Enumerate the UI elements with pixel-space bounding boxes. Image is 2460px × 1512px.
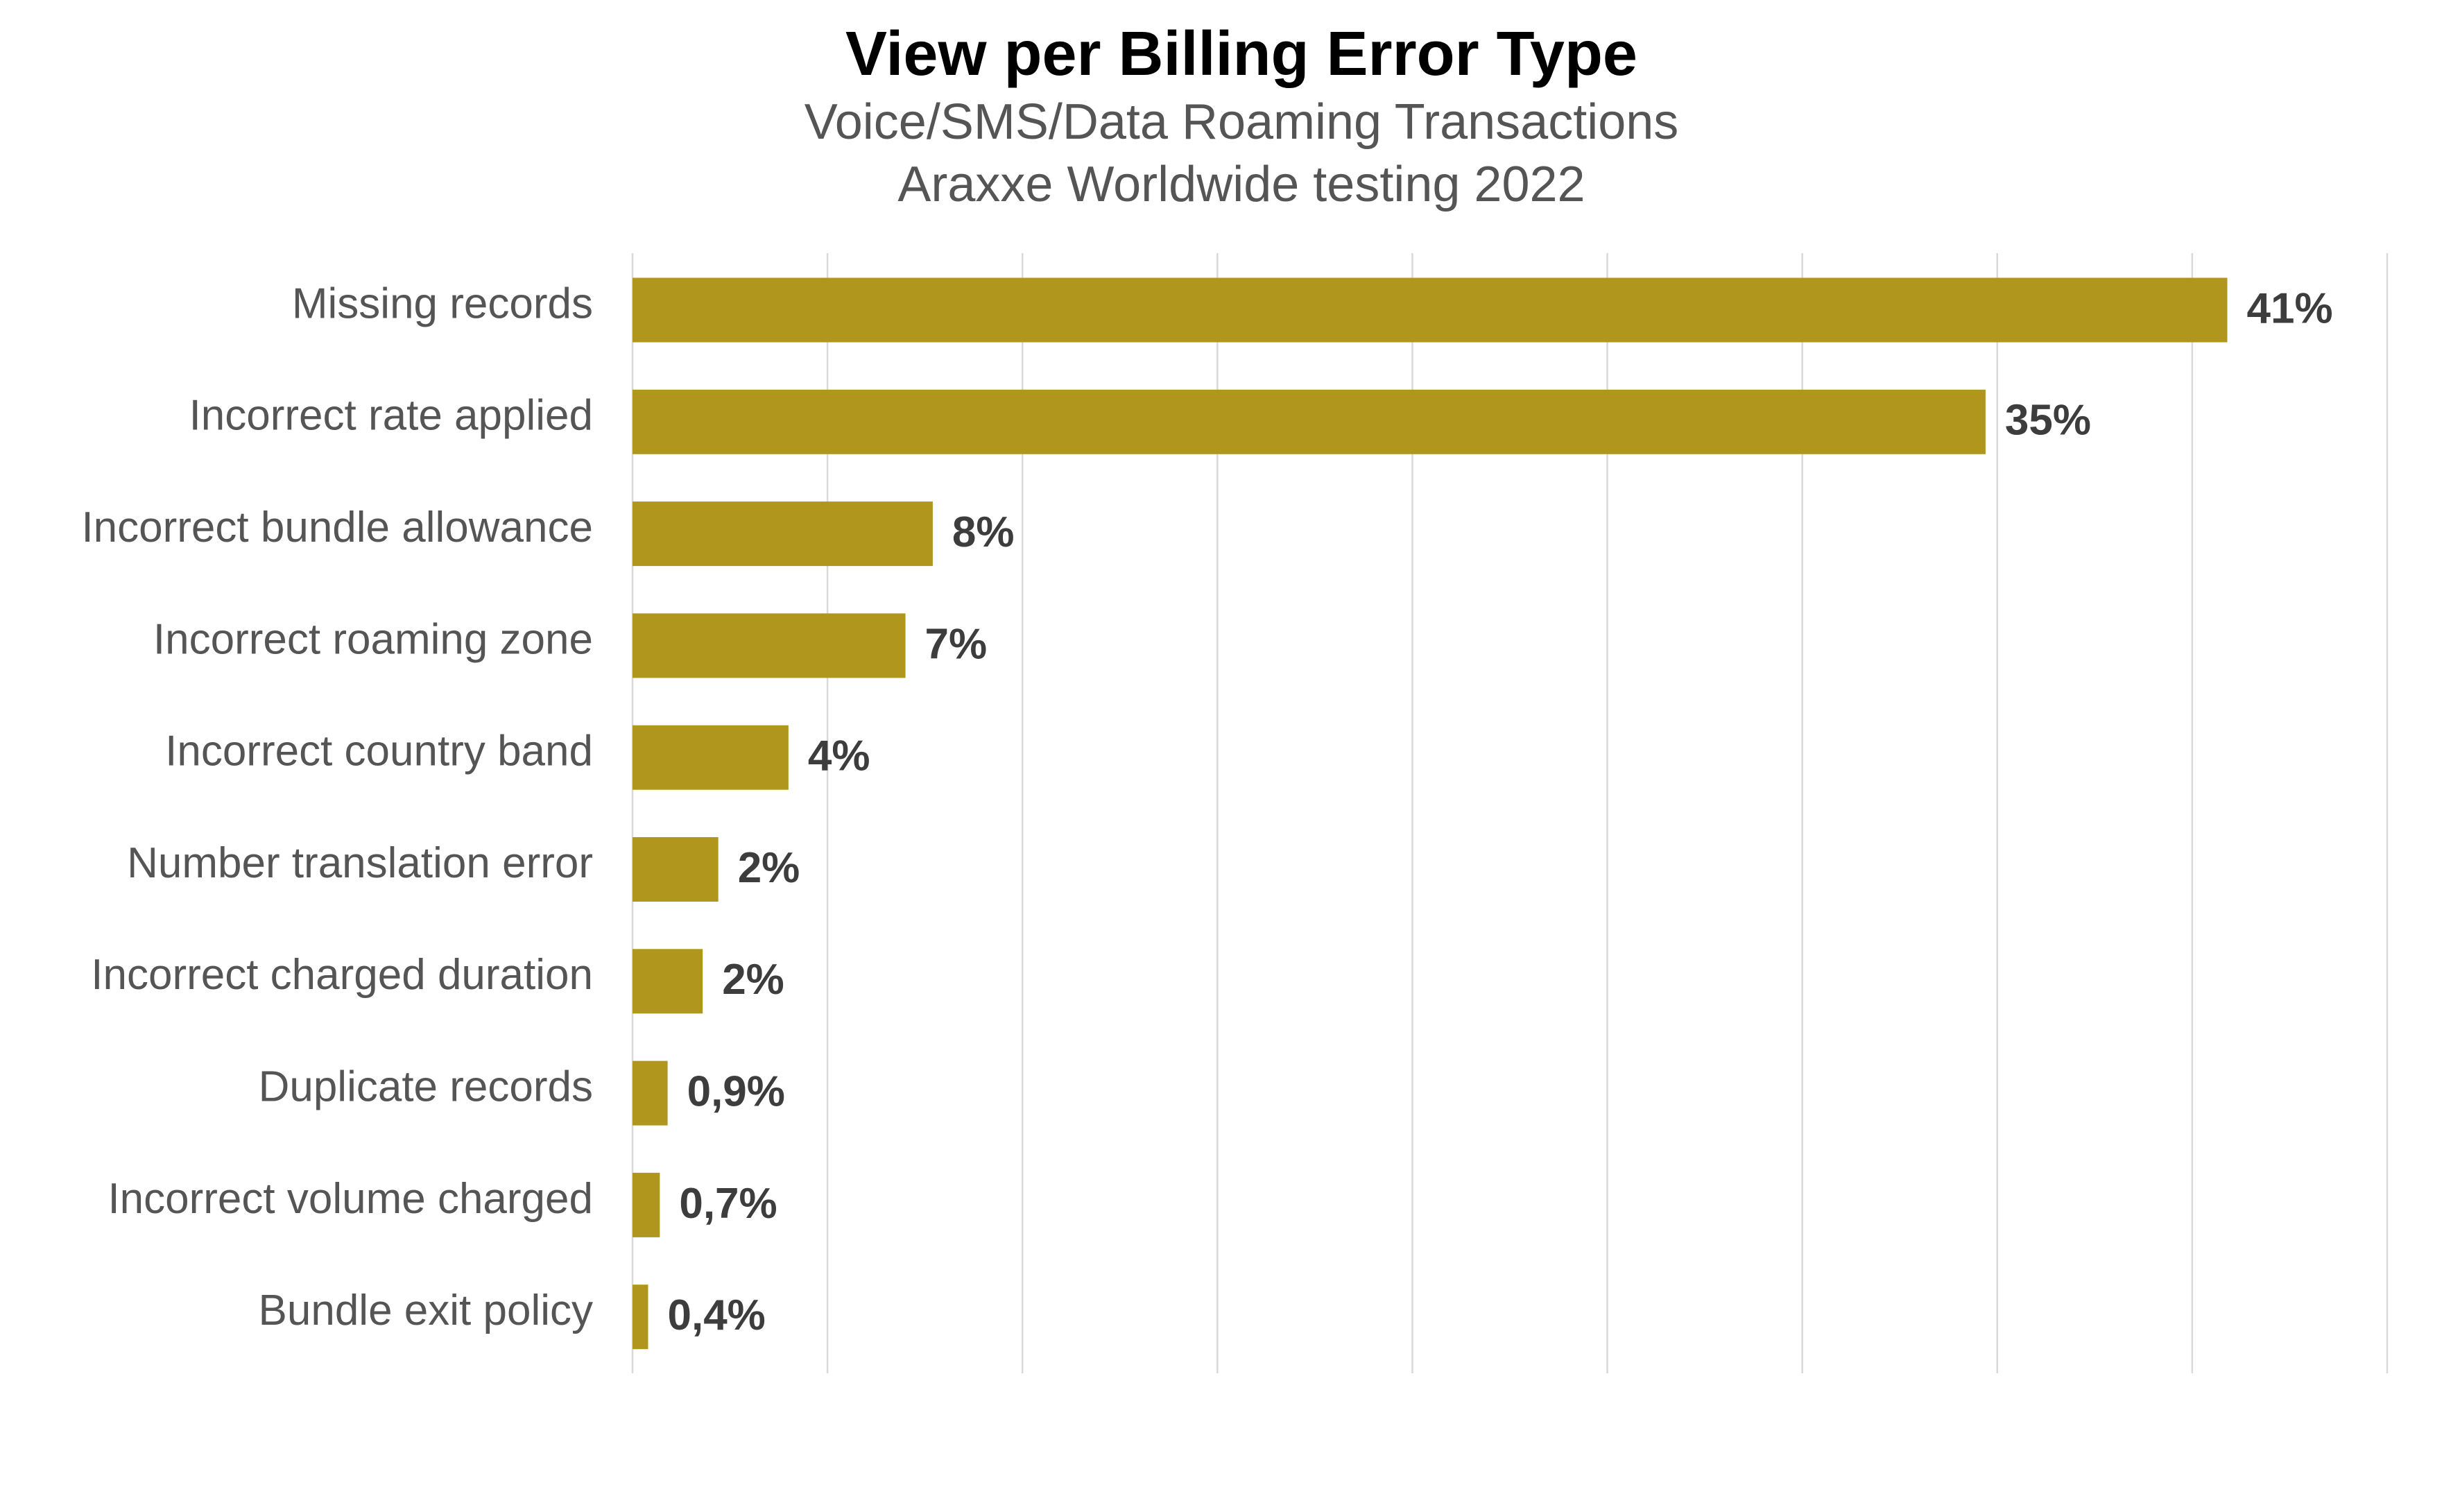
category-label-2: Incorrect bundle allowance	[81, 504, 593, 551]
value-label-0: 41%	[2246, 284, 2332, 332]
bars	[633, 277, 2228, 1350]
bar-6	[633, 949, 703, 1014]
category-labels: Missing records Incorrect rate applied Inc…	[81, 280, 593, 1334]
value-label-7: 0,9%	[687, 1067, 785, 1115]
bar-4	[633, 725, 789, 790]
category-label-9: Bundle exit policy	[259, 1287, 594, 1334]
bar-0	[633, 277, 2228, 343]
category-label-7: Duplicate records	[259, 1063, 593, 1110]
chart-title: View per Billing Error Type	[845, 19, 1637, 89]
value-label-8: 0,7%	[679, 1180, 777, 1228]
bar-7	[633, 1060, 668, 1126]
category-label-6: Incorrect charged duration	[91, 951, 593, 999]
bar-8	[633, 1172, 660, 1237]
bar-5	[633, 837, 719, 902]
category-label-3: Incorrect roaming zone	[153, 615, 593, 663]
value-label-1: 35%	[2005, 397, 2091, 445]
value-label-4: 4%	[808, 732, 870, 780]
category-label-1: Incorrect rate applied	[189, 392, 593, 440]
bar-9	[633, 1285, 648, 1350]
category-label-8: Incorrect volume charged	[107, 1175, 593, 1223]
value-label-6: 2%	[722, 956, 784, 1004]
chart-subtitle-line-1: Voice/SMS/Data Roaming Transactions	[805, 94, 1679, 150]
category-label-0: Missing records	[292, 280, 593, 327]
category-label-4: Incorrect country band	[165, 728, 593, 775]
bar-3	[633, 613, 906, 678]
value-label-9: 0,4%	[667, 1291, 765, 1339]
value-label-5: 2%	[738, 844, 800, 892]
bar-1	[633, 389, 1986, 454]
value-label-2: 8%	[952, 508, 1015, 556]
value-labels: 41% 35% 8% 7% 4% 2% 2% 0,9% 0,7% 0,4%	[667, 284, 2332, 1339]
value-label-3: 7%	[925, 620, 988, 668]
bar-2	[633, 501, 933, 567]
chart-subtitle-line-2: Araxxe Worldwide testing 2022	[897, 157, 1585, 212]
category-label-5: Number translation error	[127, 839, 593, 887]
